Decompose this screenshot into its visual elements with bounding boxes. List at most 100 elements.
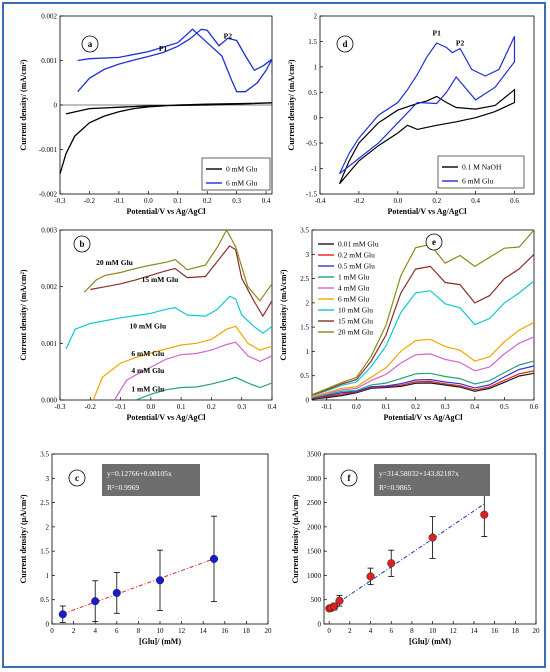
y-tick-label: -0.001 xyxy=(39,146,58,154)
legend-box xyxy=(437,155,525,189)
series-label: 6 mM Glu xyxy=(131,349,164,358)
y-tick-label: 3 xyxy=(46,475,50,483)
y-tick-label: 0 xyxy=(306,397,310,405)
x-axis-label: Potential/V vs Ag/AgCl xyxy=(127,413,207,422)
legend-label: 0.2 mM Glu xyxy=(338,251,375,260)
legend-label: 15 mM Glu xyxy=(338,317,373,326)
y-tick-label: 2 xyxy=(46,523,50,531)
data-point xyxy=(58,610,67,619)
y-tick-label: 0 xyxy=(314,114,318,122)
series-label: 20 mM Glu xyxy=(96,258,133,267)
x-tick-label: -0.1 xyxy=(321,403,333,411)
y-axis-label: Current density/ (mA/cm²) xyxy=(287,59,296,150)
legend-label: 6 mM Glu xyxy=(338,295,370,304)
y-tick-label: 2 xyxy=(306,299,310,307)
x-tick-label: 0.0 xyxy=(144,197,153,205)
y-tick-label: 0.001 xyxy=(41,340,57,348)
plot-area xyxy=(323,453,537,625)
y-tick-label: 0.003 xyxy=(41,227,57,235)
series-label: 1 mM Glu xyxy=(131,385,164,394)
x-tick-label: 0.4 xyxy=(262,197,271,205)
legend-label: 4 mM Glu xyxy=(338,284,370,293)
x-tick-label: 0.3 xyxy=(232,197,241,205)
data-point xyxy=(335,596,344,605)
legend-label: 0.01 mM Glu xyxy=(338,240,379,249)
series-line xyxy=(338,36,516,175)
series-line xyxy=(311,365,535,399)
panel-label: e xyxy=(432,237,436,247)
x-tick-label: 18 xyxy=(512,627,520,635)
y-tick-label: 1 xyxy=(46,572,50,580)
x-tick-label: 0.1 xyxy=(382,403,391,411)
y-tick-label: 1.5 xyxy=(308,38,317,46)
x-tick-label: 10 xyxy=(157,627,165,635)
peak-annotation: P2 xyxy=(456,38,465,47)
plot-area xyxy=(59,229,273,401)
y-tick-label: 0 xyxy=(46,621,50,629)
x-tick-label: -0.2 xyxy=(84,197,96,205)
x-tick-label: 4 xyxy=(93,627,97,635)
y-tick-label: 0.001 xyxy=(41,57,57,65)
peak-annotation: P1 xyxy=(159,44,168,53)
y-tick-label: 0.5 xyxy=(308,89,317,97)
x-axis-label: [Glu]/ (mM) xyxy=(409,637,451,646)
legend-label: 20 mM Glu xyxy=(338,328,373,337)
x-tick-label: 0.0 xyxy=(393,197,402,205)
y-tick-label: 1500 xyxy=(307,548,322,556)
x-tick-label: -0.4 xyxy=(314,197,326,205)
peak-annotation: P2 xyxy=(224,32,233,41)
panel-label-circle xyxy=(336,35,354,53)
x-tick-label: 0 xyxy=(327,627,331,635)
x-tick-label: 0.4 xyxy=(471,197,480,205)
x-tick-label: 2 xyxy=(72,627,76,635)
x-axis-label: Potential/V vs Ag/AgCl xyxy=(127,207,207,216)
series-label: 10 mM Glu xyxy=(129,322,166,331)
y-tick-label: 1 xyxy=(306,348,310,356)
data-point xyxy=(366,572,375,581)
x-tick-label: -0.2 xyxy=(85,403,97,411)
series-label: 15 mM Glu xyxy=(142,275,179,284)
x-tick-label: 6 xyxy=(115,627,119,635)
y-tick-label: 1.5 xyxy=(40,548,49,556)
plot-area xyxy=(311,229,535,401)
y-tick-label: 2.5 xyxy=(300,275,309,283)
r-squared: R²=0.9865 xyxy=(379,483,411,492)
y-tick-label: 1 xyxy=(314,63,318,71)
x-axis-label: Potential/V vs Ag/AgCl xyxy=(388,207,468,216)
y-tick-label: 2000 xyxy=(307,523,322,531)
legend-label: 6 mM Glu xyxy=(462,177,494,186)
x-tick-label: -0.1 xyxy=(115,403,127,411)
equation-box xyxy=(374,464,490,496)
y-tick-label: 0.000 xyxy=(41,397,57,405)
fit-line xyxy=(328,503,485,610)
panel-label: f xyxy=(348,473,352,483)
x-tick-label: 16 xyxy=(221,627,229,635)
r-squared: R²=0.9969 xyxy=(107,483,139,492)
x-tick-label: 0.0 xyxy=(146,403,155,411)
series-line xyxy=(311,336,535,398)
x-tick-label: 20 xyxy=(265,627,273,635)
chart-panel-a: -0.3 -0.2 -0.1 0.0 0.1 0.2 0.3 0.4 -0.002 -0.001 0… xyxy=(19,13,273,216)
series-line xyxy=(77,28,273,93)
legend-label: 1 mM Glu xyxy=(338,273,370,282)
series-line xyxy=(311,280,535,397)
x-tick-label: 0.3 xyxy=(237,403,246,411)
y-tick-label: -1.5 xyxy=(306,191,318,199)
data-point xyxy=(480,510,489,519)
panel-label: a xyxy=(88,39,93,49)
y-axis-label: Current density/ (µA/cm²) xyxy=(19,494,28,583)
y-tick-label: 3.5 xyxy=(40,451,49,459)
series-line xyxy=(92,325,273,401)
panel-label-circle xyxy=(73,235,91,253)
x-tick-label: -0.3 xyxy=(54,403,66,411)
panel-label-circle xyxy=(425,233,443,251)
series-line xyxy=(311,360,535,399)
y-tick-label: 0 xyxy=(318,621,322,629)
x-tick-label: 2 xyxy=(348,627,352,635)
x-tick-label: -0.3 xyxy=(54,197,66,205)
x-tick-label: 10 xyxy=(429,627,437,635)
x-tick-label: 12 xyxy=(178,627,186,635)
x-axis-label: Potential/V vs Ag/AgCl xyxy=(384,413,464,422)
legend-label: 0 mM Glu xyxy=(226,165,258,174)
y-tick-label: -0.002 xyxy=(39,191,58,199)
